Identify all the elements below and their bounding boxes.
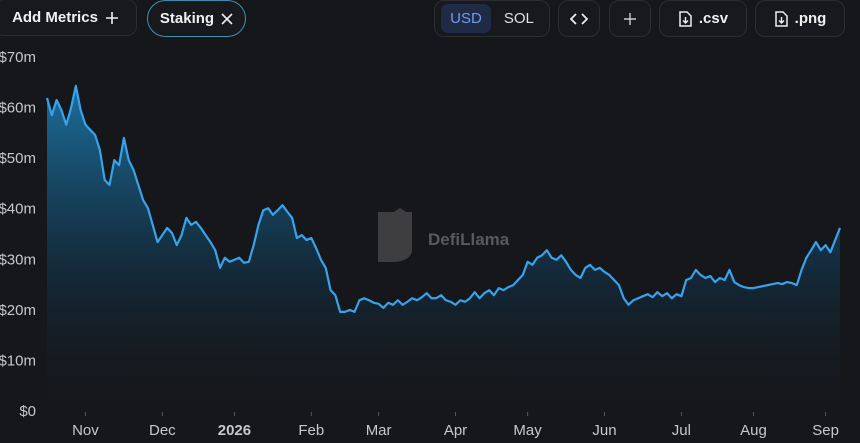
y-tick-label: $30m [0, 251, 36, 268]
y-tick-label: $10m [0, 352, 36, 369]
metric-chip-label: Staking [159, 10, 215, 27]
x-tick-label: Jul [672, 422, 691, 439]
currency-toggle: USD SOL [434, 0, 550, 37]
add-metrics-button[interactable]: Add Metrics [0, 0, 137, 36]
close-icon[interactable] [221, 12, 233, 25]
png-button[interactable]: .png [755, 0, 845, 37]
csv-label: .csv [698, 10, 729, 27]
csv-button[interactable]: .csv [659, 0, 747, 37]
plus-icon [105, 11, 118, 24]
x-tick-label: May [513, 422, 542, 439]
y-tick-label: $60m [0, 100, 36, 117]
y-tick-label: $0 [19, 403, 36, 420]
x-tick-label: Jun [592, 422, 616, 439]
area [47, 85, 840, 411]
x-tick-label: Feb [298, 422, 324, 439]
x-tick-label: Apr [444, 422, 467, 439]
file-icon [774, 10, 788, 27]
code-icon [570, 12, 588, 25]
y-tick-label: $70m [0, 49, 36, 66]
y-tick-label: $40m [0, 201, 36, 218]
x-tick-label: Mar [366, 422, 392, 439]
add-metrics-label: Add Metrics [12, 9, 98, 26]
currency-option[interactable]: SOL [503, 10, 534, 27]
currency-option[interactable]: USD [441, 4, 491, 33]
watermark-text: DefiLlama [428, 230, 510, 249]
y-tick-label: $50m [0, 150, 36, 167]
watermark-logo [378, 208, 412, 262]
x-tick-label: Dec [149, 422, 176, 439]
metric-chip[interactable]: Staking [147, 0, 246, 37]
watermark: DefiLlama [378, 208, 510, 262]
y-tick-label: $20m [0, 302, 36, 319]
file-icon [679, 10, 692, 27]
x-tick-label: 2026 [218, 422, 251, 439]
plus-icon [624, 12, 636, 25]
embed-button[interactable] [558, 0, 600, 37]
x-tick-label: Nov [72, 422, 99, 439]
x-tick-label: Aug [740, 422, 767, 439]
x-tick-label: Sep [812, 422, 839, 439]
png-label: .png [794, 10, 827, 27]
line [45, 84, 842, 313]
add-button[interactable] [609, 0, 651, 37]
